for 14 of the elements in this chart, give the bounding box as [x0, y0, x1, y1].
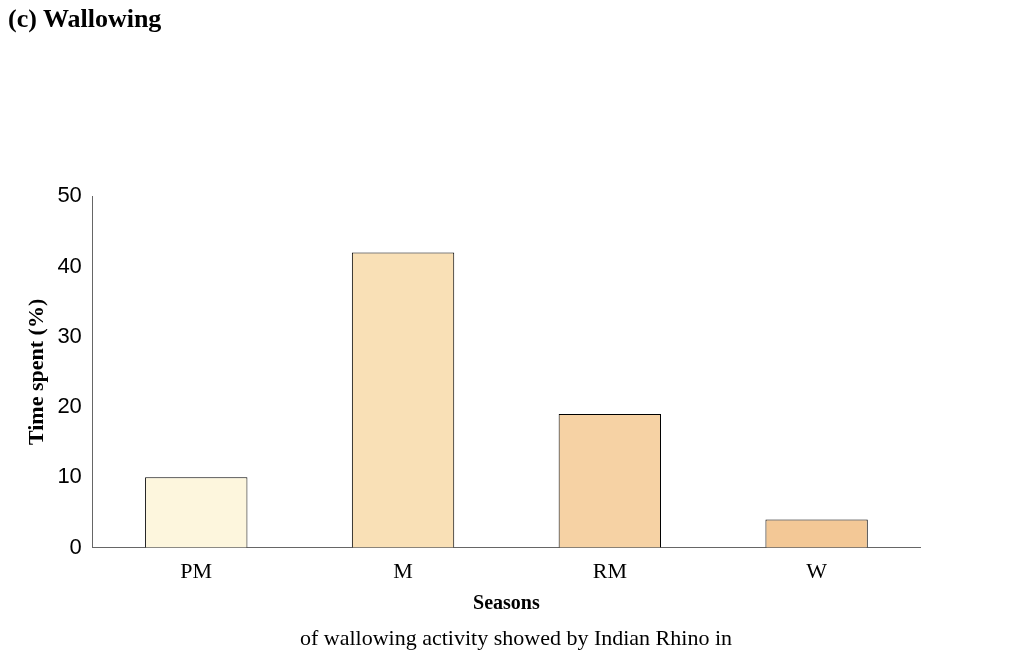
x-tick-label: W: [806, 557, 828, 583]
chart-title: (c) Wallowing: [8, 4, 162, 34]
y-axis-title: Time spent (%): [22, 298, 48, 446]
x-tick-label: RM: [592, 557, 627, 583]
y-tick-label: 20: [57, 393, 82, 419]
y-tick-label: 0: [69, 533, 82, 559]
text: of wallowing activity showed by Indian Rhino in: [300, 625, 732, 651]
y-tick-label: 10: [57, 463, 82, 489]
x-tick-label: PM: [180, 557, 213, 583]
x-tick-label: M: [393, 557, 413, 583]
x-axis-title: Seasons: [473, 591, 540, 614]
y-tick-label: 40: [57, 252, 82, 278]
y-tick-label: 50: [57, 182, 82, 208]
y-tick-label: 30: [57, 322, 82, 348]
